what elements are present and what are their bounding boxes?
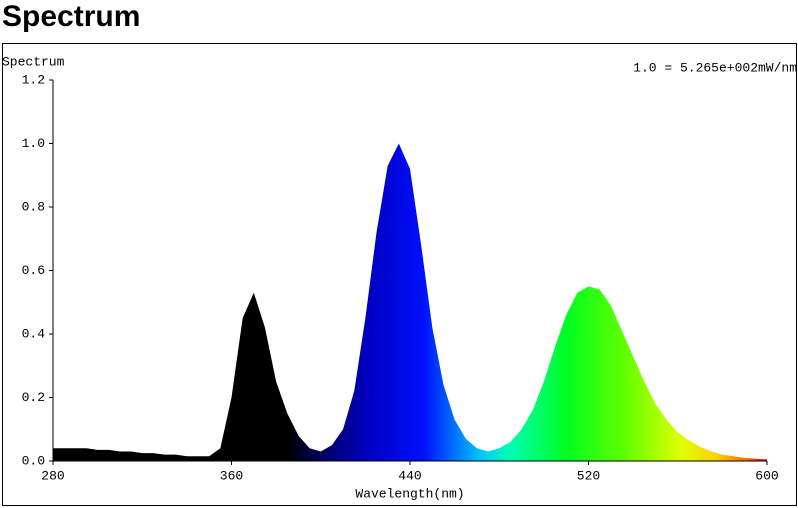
x-tick-label: 280 [41, 468, 64, 483]
y-tick-label: 0.4 [22, 326, 46, 341]
spectrum-area [53, 143, 767, 461]
y-tick-label: 1.0 [22, 136, 45, 151]
x-tick-label: 600 [755, 468, 778, 483]
y-tick-label: 1.2 [22, 72, 45, 87]
y-axis-label: Spectrum [2, 54, 65, 69]
chart-title: Spectrum [2, 0, 140, 33]
y-tick-label: 0.2 [22, 390, 45, 405]
y-tick-label: 0.8 [22, 199, 45, 214]
x-tick-label: 440 [398, 468, 421, 483]
annotation: 1.0 = 5.265e+002mW/nm [633, 60, 797, 75]
x-tick-label: 520 [577, 468, 600, 483]
plot-frame [2, 43, 797, 506]
x-tick-label: 360 [220, 468, 243, 483]
x-axis-label: Wavelength(nm) [355, 486, 464, 501]
y-tick-label: 0.6 [22, 263, 45, 278]
y-tick-label: 0.0 [22, 453, 45, 468]
